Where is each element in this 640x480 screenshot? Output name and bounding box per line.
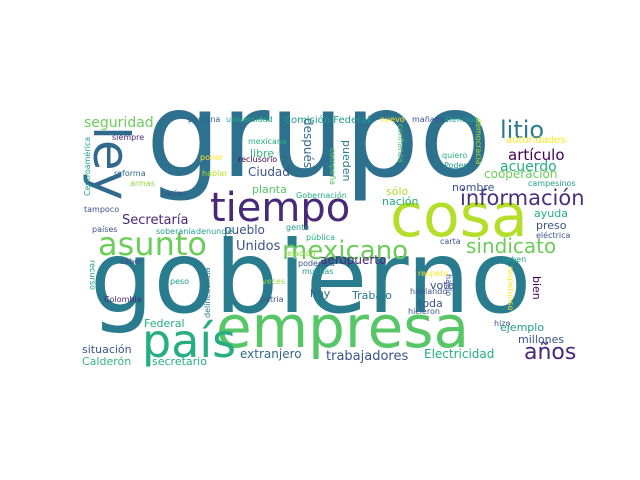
word-calderon: Calderón (82, 355, 132, 368)
word-campana: campaña (328, 148, 337, 186)
word-gente: gente (286, 223, 310, 232)
word-libre: libre (250, 147, 275, 160)
word-campesinos: campesinos (528, 179, 576, 188)
word-mexicano: mexicano (282, 236, 409, 266)
word-saben: saben (502, 255, 527, 264)
word-atencion: atención (444, 115, 479, 124)
word-confianza: confianza (396, 124, 405, 163)
word-saber: saber (120, 257, 143, 266)
word-publica: pública (306, 233, 335, 242)
word-articulo: artículo (508, 146, 565, 164)
word-situacion: situación (82, 343, 132, 356)
word-poner: poner (200, 153, 224, 162)
word-ayuda: ayuda (534, 207, 568, 220)
word-tampoco: tampoco (84, 205, 120, 214)
word-universidad: universidad (226, 115, 273, 124)
word-nuevo: nuevo (380, 115, 405, 124)
word-aeropuerto: aeropuerto (320, 253, 387, 267)
word-acuerdo: acuerdo (500, 159, 557, 175)
word-armas: armas (130, 179, 155, 188)
word-quiero: quiero (442, 151, 468, 160)
word-denuncie: denuncié (196, 227, 233, 236)
word-unidos: Unidos (236, 239, 281, 254)
word-anos: años (524, 340, 577, 365)
word-grupo: grupo (146, 66, 492, 204)
word-hoy: hoy (310, 287, 331, 300)
word-toda: toda (418, 297, 443, 310)
word-gobierno: gobierno (90, 219, 532, 336)
word-persona: persona (188, 115, 221, 124)
word-trabajo: Trabajo (352, 289, 392, 302)
word-carta: carta (440, 237, 461, 246)
word-muchas: muchas (302, 267, 334, 276)
word-patria: patria (260, 295, 284, 304)
word-electricidad: Electricidad (424, 347, 495, 361)
word-gobernacion: Gobernación (296, 191, 347, 200)
word-manana: mañana (412, 115, 445, 124)
word-reforma: reforma (114, 169, 146, 178)
word-cooperacion: cooperación (484, 167, 558, 181)
word-colombia: Colombia (104, 295, 142, 304)
word-preso: preso (536, 219, 567, 232)
word-bien: bien (530, 276, 543, 300)
word-hizo: hizo (494, 319, 511, 328)
word-hicieron: hicieron (408, 307, 440, 316)
word-hablar: hablar (202, 169, 228, 178)
word-sindicato: sindicato (466, 234, 557, 258)
word-hacian: hacían (160, 189, 187, 198)
word-seguridad: seguridad (84, 115, 154, 131)
word-nacion: nación (382, 195, 419, 208)
word-secretario: secretario (152, 355, 207, 368)
word-empresa: empresa (216, 293, 470, 361)
word-federal: Federal (144, 317, 185, 330)
word-autoridades: autoridades (506, 135, 566, 146)
word-poder: Poder (444, 161, 467, 170)
word-extranjero: extranjero (240, 347, 302, 361)
word-solo: sólo (386, 185, 409, 198)
word-reclusorio: reclusorio (238, 155, 278, 164)
word-asunto: asunto (98, 225, 207, 263)
word-litio: litio (500, 116, 545, 144)
word-veces: veces (262, 277, 286, 286)
word-relacion: relación (284, 249, 316, 258)
word-pueblo: pueblo (224, 223, 265, 237)
word-respeto: respeto (418, 269, 449, 278)
word-pueden: pueden (340, 140, 353, 182)
word-nombre: nombre (452, 181, 495, 194)
word-informacion: información (460, 186, 585, 210)
word-hablando: hablando (410, 287, 448, 296)
word-siempre: siempre (112, 133, 145, 142)
word-paises: países (92, 225, 118, 234)
word-comision-federal: Comisión Federal (284, 115, 371, 126)
word-recurso: recurso (88, 260, 97, 290)
word-electrica: eléctrica (536, 231, 571, 240)
word-democracia: democracia (474, 118, 483, 165)
word-delincuencia: delincuencia (203, 267, 212, 319)
word-centroamerica: Centroamérica (83, 136, 92, 196)
word-ejemplo: ejemplo (500, 321, 545, 334)
word-respetuoso: respetuoso (506, 266, 515, 311)
word-millones: millones (518, 333, 565, 346)
word-mexicana: mexicana (248, 137, 287, 146)
word-planta: planta (252, 183, 287, 196)
word-voto: voto (430, 279, 455, 292)
word-peso: peso (170, 277, 190, 286)
word-ciudad: Ciudad (248, 165, 290, 179)
word-trabajadores: trabajadores (326, 349, 409, 364)
word-soberania: soberanía (156, 227, 196, 236)
word-pais: país (142, 314, 237, 368)
word-cosa: cosa (390, 181, 528, 251)
word-secretaria: Secretaría (122, 213, 189, 228)
word-podemos: podemos (298, 259, 335, 268)
word-tiempo: tiempo (210, 185, 351, 231)
